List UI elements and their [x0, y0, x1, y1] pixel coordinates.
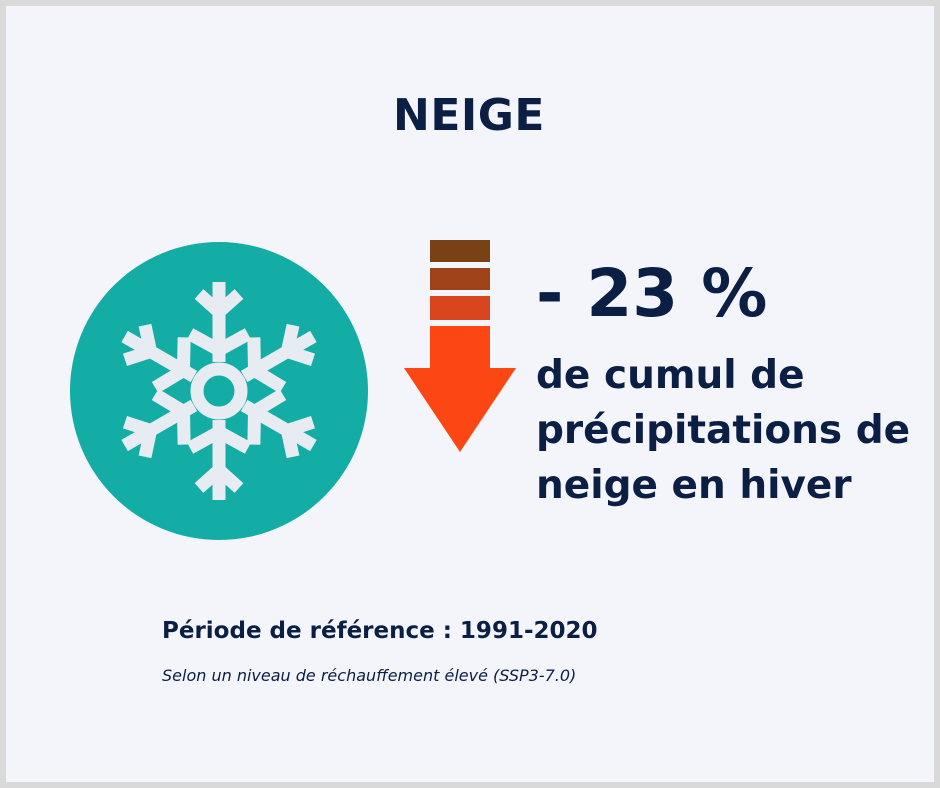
arrow-band-3	[430, 296, 490, 320]
snowflake-icon	[121, 282, 317, 500]
arrow-band-2	[430, 268, 490, 290]
scenario-note: Selon un niveau de réchauffement élevé (…	[162, 666, 577, 685]
stat-description: de cumul de précipitations de neige en h…	[536, 353, 911, 508]
stat-value: - 23 %	[536, 255, 768, 332]
snowflake-badge	[70, 242, 368, 540]
reference-period: Période de référence : 1991-2020	[162, 618, 598, 644]
page-title: NEIGE	[393, 90, 545, 141]
infographic-card: NEIGE	[6, 6, 934, 782]
arrow-down-icon	[404, 240, 516, 452]
arrow-head	[404, 326, 516, 452]
arrow-band-1	[430, 240, 490, 262]
